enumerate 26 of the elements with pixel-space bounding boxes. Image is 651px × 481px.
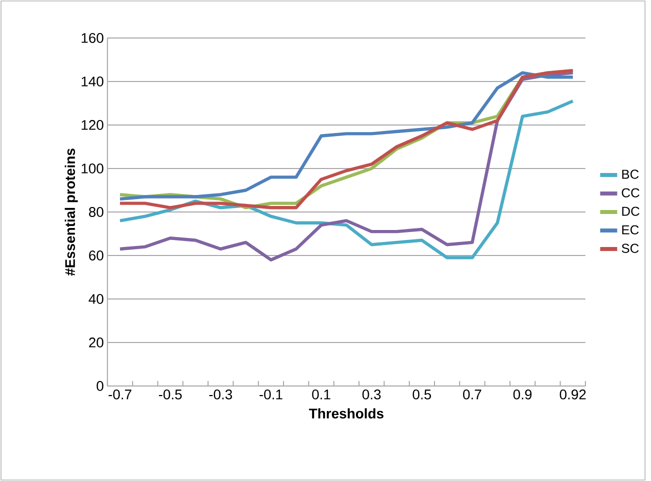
- y-tick-label: 100: [82, 164, 104, 174]
- legend-label: SC: [622, 244, 639, 253]
- legend-label: CC: [622, 188, 640, 198]
- y-axis-title: #Essential proteins: [64, 148, 78, 276]
- x-tick-label: 0.92: [560, 390, 586, 400]
- x-tick-label: 0.7: [463, 390, 482, 400]
- legend-label: EC: [622, 225, 639, 234]
- legend-label: BC: [622, 170, 639, 179]
- y-tick-label: 120: [82, 120, 104, 130]
- y-tick-label: 80: [88, 207, 104, 217]
- y-tick-label: 0: [96, 381, 104, 391]
- y-tick-label: 140: [82, 76, 104, 86]
- y-tick-label: 60: [89, 250, 104, 260]
- x-axis-title: Thresholds: [308, 408, 384, 418]
- x-tick-label: -0.5: [158, 390, 182, 400]
- y-tick-label: 160: [82, 33, 104, 43]
- x-tick-label: 0.1: [312, 390, 330, 400]
- x-tick-label: -0.1: [260, 390, 282, 400]
- x-tick-label: 0.3: [362, 390, 381, 400]
- x-tick-label: 0.5: [412, 390, 432, 400]
- x-tick-label: 0.9: [513, 390, 532, 400]
- x-tick-label: -0.3: [209, 390, 232, 400]
- y-tick-label: 40: [88, 294, 104, 304]
- x-tick-label: -0.7: [108, 390, 132, 400]
- y-tick-label: 20: [89, 338, 104, 348]
- legend-label: DC: [622, 206, 640, 216]
